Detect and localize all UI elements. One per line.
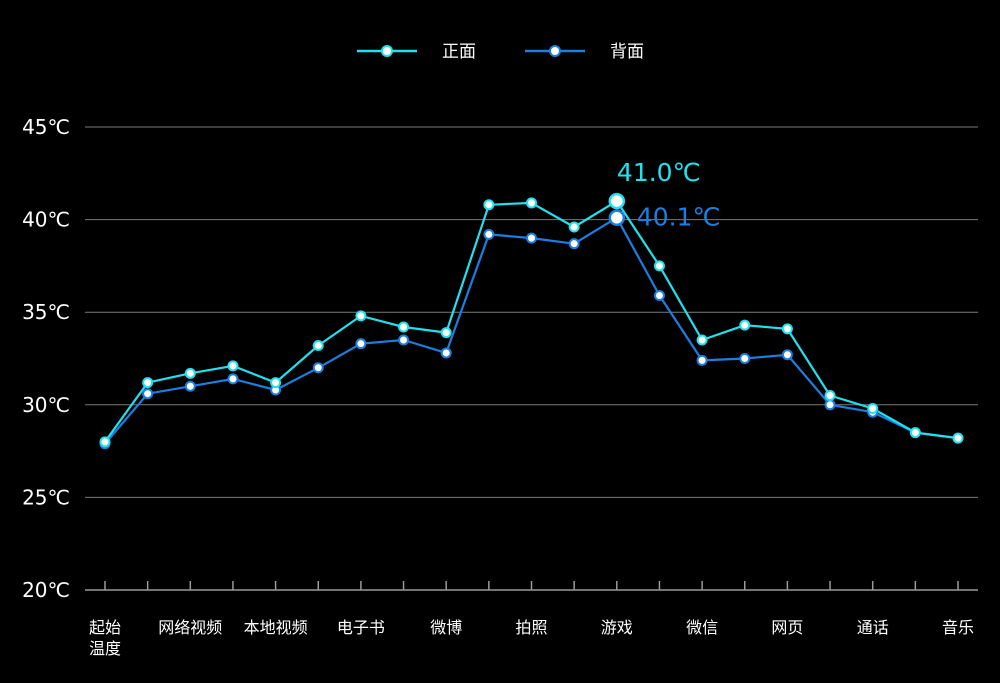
y-tick-label: 20℃ — [22, 578, 70, 602]
legend-label: 正面 — [442, 42, 476, 62]
x-category-label: 音乐 — [942, 618, 974, 637]
annotation-layer: 41.0℃ 40.1℃ — [608, 158, 721, 232]
data-point — [526, 197, 537, 209]
data-point — [867, 403, 879, 415]
axis-layer: 20℃ 25℃ 30℃ 35℃ 40℃ 45℃ 起始温度 网络视频 本地视频 电子书 微博 拍照 游戏 微… — [22, 115, 978, 658]
data-point — [355, 338, 367, 350]
data-point — [184, 380, 196, 392]
legend-swatch-marker — [381, 45, 393, 57]
data-point — [312, 340, 324, 352]
data-point — [653, 260, 665, 272]
data-point — [227, 360, 239, 372]
data-point — [398, 321, 410, 333]
data-point — [355, 310, 367, 322]
y-tick-label: 40℃ — [22, 208, 70, 232]
annotation-label: 40.1℃ — [637, 203, 721, 232]
data-point — [440, 347, 452, 359]
x-category-label: 通话 — [857, 618, 889, 637]
y-tick-label: 30℃ — [22, 393, 70, 417]
data-point — [824, 390, 836, 402]
x-category-label: 起始温度 — [89, 618, 121, 658]
series-layer — [99, 195, 964, 450]
data-point — [142, 377, 154, 389]
data-point — [440, 327, 452, 339]
y-tick-label: 45℃ — [22, 115, 70, 139]
grid-layer — [85, 126, 978, 498]
x-category-label: 微信 — [686, 618, 718, 637]
data-point — [483, 228, 495, 240]
legend: 正面 背面 — [357, 42, 644, 62]
data-point — [781, 323, 793, 335]
data-point — [568, 238, 580, 250]
x-category-label: 微博 — [430, 618, 462, 637]
y-tick-label: 25℃ — [22, 485, 70, 509]
data-point — [781, 349, 793, 361]
highlight-point — [608, 209, 626, 226]
data-point — [824, 399, 836, 411]
data-point — [739, 353, 751, 364]
highlight-point — [608, 192, 626, 210]
annotation-label: 41.0℃ — [617, 158, 701, 187]
data-point — [653, 290, 665, 302]
data-point — [696, 334, 708, 346]
data-point — [483, 199, 495, 211]
data-point — [398, 334, 410, 346]
x-category-label: 电子书 — [337, 618, 385, 637]
legend-label: 背面 — [610, 42, 644, 62]
data-point — [909, 427, 921, 439]
x-category-label: 网络视频 — [158, 618, 222, 637]
data-point — [184, 367, 196, 379]
x-category-label: 游戏 — [601, 618, 633, 637]
data-point — [568, 221, 580, 233]
y-tick-label: 35℃ — [22, 300, 70, 324]
x-category-label: 本地视频 — [244, 618, 308, 637]
legend-swatch-marker — [549, 45, 561, 57]
data-point — [142, 388, 154, 400]
data-point — [526, 232, 537, 244]
data-point — [739, 319, 751, 331]
data-point — [952, 432, 964, 444]
x-category-label: 网页 — [771, 618, 803, 637]
data-point — [227, 373, 239, 385]
data-point — [312, 362, 324, 374]
data-point — [270, 377, 282, 389]
data-point — [696, 354, 708, 366]
x-category-label: 拍照 — [515, 618, 547, 637]
data-point — [99, 436, 111, 448]
